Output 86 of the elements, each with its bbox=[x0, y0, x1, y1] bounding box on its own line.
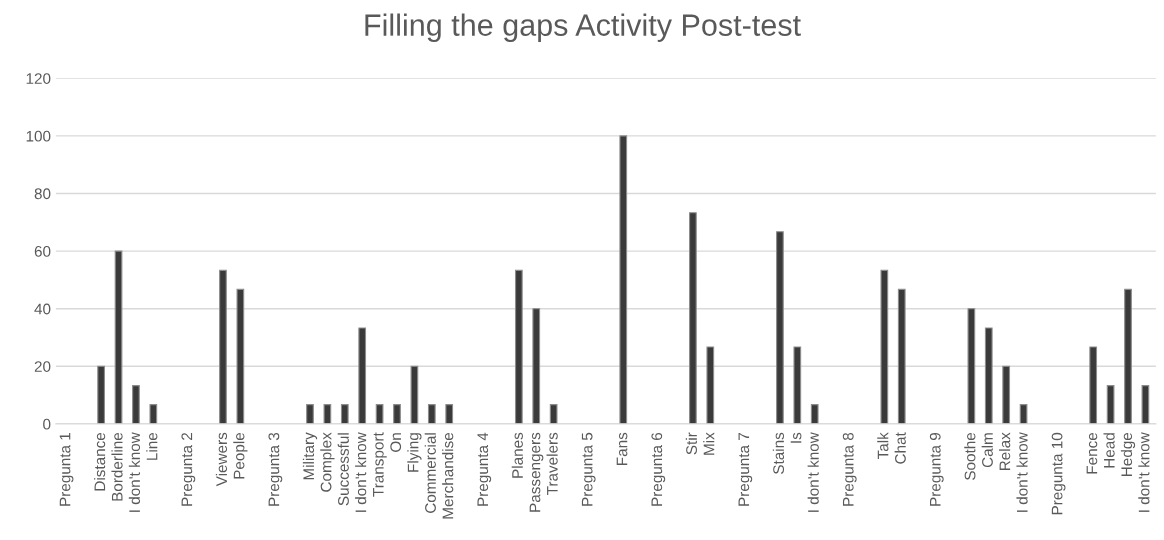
y-tick-label: 40 bbox=[34, 303, 51, 315]
x-tick-label: Pregunta 2 bbox=[181, 432, 196, 506]
x-tick-label: Commercial bbox=[424, 433, 436, 513]
bar bbox=[984, 327, 993, 424]
bar bbox=[1002, 365, 1011, 424]
y-tick-label: 20 bbox=[34, 361, 51, 372]
x-tick-label: Merchandise bbox=[442, 432, 454, 519]
x-tick-label: Pregunta 4 bbox=[477, 432, 492, 506]
x-tick-label: Soothe bbox=[964, 432, 976, 480]
bar bbox=[358, 327, 367, 424]
x-tick-label: Chat bbox=[894, 432, 906, 464]
chart-title: Filling the gaps Activity Post-test bbox=[365, 13, 801, 42]
bar bbox=[445, 404, 454, 424]
x-tick-label: Fans bbox=[616, 432, 628, 465]
bar bbox=[514, 269, 523, 424]
bar bbox=[375, 404, 384, 424]
bar bbox=[549, 404, 558, 424]
x-tick-label: Pregunta 1 bbox=[59, 432, 74, 506]
x-tick-label: Planes bbox=[511, 432, 523, 478]
bar bbox=[1141, 385, 1150, 424]
bar bbox=[619, 135, 628, 424]
x-tick-label: Pregunta 8 bbox=[842, 432, 857, 506]
bar bbox=[793, 346, 802, 424]
x-tick-label: Pregunta 6 bbox=[651, 432, 666, 506]
bar bbox=[306, 404, 314, 424]
bar bbox=[340, 404, 349, 424]
x-tick-label: Flying bbox=[407, 433, 422, 472]
bar bbox=[393, 404, 401, 424]
x-tick-label: Fence bbox=[1086, 432, 1098, 474]
x-tick-label: Pregunta 7 bbox=[738, 432, 753, 506]
bar bbox=[219, 269, 227, 424]
x-tick-label: Calm bbox=[981, 433, 993, 468]
x-tick-label: Pregunta 9 bbox=[929, 432, 944, 506]
x-tick-label: I don't know bbox=[807, 432, 819, 512]
x-tick-label: Relax bbox=[999, 432, 1011, 471]
x-tick-label: Travelers bbox=[546, 432, 558, 495]
x-tick-label: Pregunta 5 bbox=[581, 432, 596, 506]
x-tick-label: I don't know bbox=[128, 432, 141, 512]
bar bbox=[97, 365, 105, 424]
bar bbox=[689, 212, 697, 424]
x-tick-label: Borderline bbox=[111, 432, 123, 501]
bar bbox=[149, 404, 158, 424]
x-tick-label: Is bbox=[790, 432, 802, 443]
x-tick-label: I don't know bbox=[1138, 432, 1150, 512]
bar bbox=[706, 346, 715, 424]
bar bbox=[1106, 385, 1115, 424]
y-tick-label: 60 bbox=[34, 245, 51, 257]
bar bbox=[114, 250, 123, 424]
x-tick-label: Stains bbox=[772, 432, 785, 474]
x-tick-label: Stir bbox=[685, 432, 697, 455]
bar bbox=[1089, 346, 1098, 424]
x-tick-label: Head bbox=[1103, 433, 1115, 468]
x-tick-label: Mix bbox=[703, 432, 715, 455]
x-tick-label: Distance bbox=[94, 432, 106, 491]
y-tick-label: 120 bbox=[26, 73, 51, 84]
x-tick-label: Military bbox=[302, 432, 318, 480]
x-tick-label: Pregunta 10 bbox=[1051, 432, 1066, 515]
y-tick-label: 100 bbox=[26, 130, 51, 142]
x-tick-label: Pregunta 3 bbox=[268, 432, 283, 506]
x-tick-label: People bbox=[233, 432, 248, 479]
x-tick-label: Successful bbox=[337, 433, 349, 506]
bar bbox=[236, 288, 245, 424]
bar bbox=[1124, 288, 1132, 424]
x-tick-label: Hedge bbox=[1120, 432, 1136, 476]
x-tick-label: Viewers bbox=[215, 432, 228, 487]
x-tick-label: I don't know bbox=[1016, 432, 1028, 512]
x-tick-label: I don't know bbox=[355, 432, 367, 512]
bar bbox=[810, 404, 819, 424]
bar bbox=[132, 385, 140, 424]
y-tick-label: 0 bbox=[43, 418, 51, 430]
x-tick-label: Transport bbox=[373, 432, 387, 497]
bar bbox=[410, 365, 419, 424]
bar bbox=[897, 288, 906, 424]
bar bbox=[427, 404, 436, 424]
bar bbox=[1019, 404, 1028, 424]
x-tick-label: Passengers bbox=[529, 432, 544, 512]
x-tick-label: On bbox=[390, 433, 402, 452]
bar bbox=[323, 404, 332, 424]
bar bbox=[967, 308, 976, 424]
x-tick-label: Talk bbox=[877, 432, 889, 460]
bar bbox=[532, 308, 541, 424]
y-tick-label: 80 bbox=[34, 188, 51, 200]
bar bbox=[776, 231, 784, 424]
x-tick-label: Complex bbox=[320, 432, 335, 492]
x-tick-label: Line bbox=[146, 432, 158, 460]
bar bbox=[880, 269, 889, 424]
